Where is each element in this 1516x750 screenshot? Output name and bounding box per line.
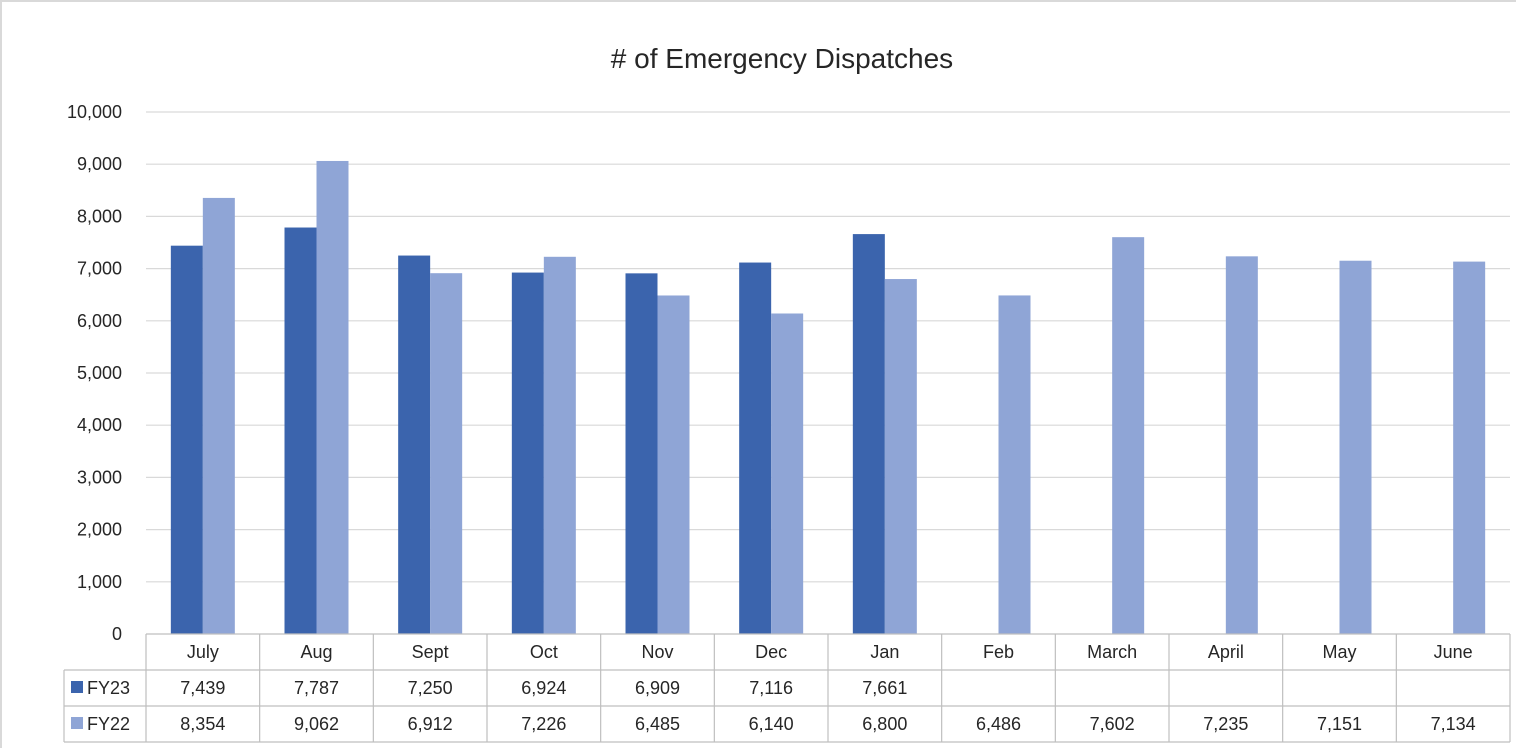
- data-label-fy23: 6,909: [635, 678, 680, 698]
- data-label-fy22: 6,485: [635, 714, 680, 734]
- bar-fy22-march: [1112, 237, 1145, 634]
- bar-fy22-jan: [884, 279, 917, 634]
- chart-title: # of Emergency Dispatches: [611, 43, 953, 74]
- data-label-fy22: 7,602: [1090, 714, 1135, 734]
- data-label-fy23: 7,661: [862, 678, 907, 698]
- x-category-label: Feb: [983, 642, 1014, 662]
- x-category-label: Sept: [412, 642, 449, 662]
- bar-fy22-nov: [657, 295, 690, 634]
- legend-key-fy23: [71, 681, 83, 693]
- bar-fy23-oct: [511, 272, 544, 634]
- bar-fy23-aug: [284, 227, 317, 634]
- x-category-label: July: [187, 642, 219, 662]
- bar-fy22-oct: [543, 256, 576, 634]
- data-label-fy22: 6,912: [408, 714, 453, 734]
- bar-fy23-jan: [852, 234, 885, 634]
- x-category-label: May: [1322, 642, 1356, 662]
- legend-key-fy22: [71, 717, 83, 729]
- y-tick-label: 3,000: [77, 467, 122, 487]
- bar-fy23-sept: [398, 255, 431, 635]
- y-tick-label: 6,000: [77, 311, 122, 331]
- data-label-fy23: 7,250: [408, 678, 453, 698]
- bar-fy22-may: [1339, 260, 1372, 634]
- data-label-fy22: 6,800: [862, 714, 907, 734]
- data-label-fy22: 6,140: [749, 714, 794, 734]
- legend-label-fy22: FY22: [87, 714, 130, 734]
- data-label-fy22: 7,134: [1431, 714, 1476, 734]
- data-label-fy22: 9,062: [294, 714, 339, 734]
- y-tick-label: 8,000: [77, 206, 122, 226]
- bar-fy22-sept: [430, 273, 463, 634]
- data-label-fy23: 7,439: [180, 678, 225, 698]
- bar-fy22-aug: [316, 160, 349, 634]
- y-tick-label: 5,000: [77, 363, 122, 383]
- data-label-fy22: 7,226: [521, 714, 566, 734]
- y-tick-label: 0: [112, 624, 122, 644]
- y-tick-label: 7,000: [77, 259, 122, 279]
- data-label-fy23: 7,787: [294, 678, 339, 698]
- x-category-label: Aug: [300, 642, 332, 662]
- x-category-label: April: [1208, 642, 1244, 662]
- x-category-label: March: [1087, 642, 1137, 662]
- data-label-fy22: 8,354: [180, 714, 225, 734]
- data-label-fy22: 7,151: [1317, 714, 1362, 734]
- x-category-label: Oct: [530, 642, 558, 662]
- y-tick-label: 2,000: [77, 520, 122, 540]
- x-category-label: Dec: [755, 642, 787, 662]
- y-tick-label: 4,000: [77, 415, 122, 435]
- bar-fy22-june: [1453, 261, 1486, 634]
- data-label-fy22: 7,235: [1203, 714, 1248, 734]
- y-tick-label: 10,000: [67, 102, 122, 122]
- bar-fy22-feb: [998, 295, 1031, 634]
- bar-fy22-dec: [771, 313, 804, 634]
- data-label-fy22: 6,486: [976, 714, 1021, 734]
- x-category-label: Nov: [641, 642, 673, 662]
- bar-fy23-july: [170, 245, 203, 634]
- bar-fy22-april: [1225, 256, 1258, 634]
- bar-fy22-july: [202, 197, 235, 634]
- legend-label-fy23: FY23: [87, 678, 130, 698]
- bar-fy23-nov: [625, 273, 658, 634]
- y-tick-label: 9,000: [77, 154, 122, 174]
- y-tick-label: 1,000: [77, 572, 122, 592]
- data-label-fy23: 7,116: [749, 678, 793, 698]
- bar-fy23-dec: [739, 262, 772, 634]
- x-category-label: June: [1434, 642, 1473, 662]
- data-label-fy23: 6,924: [521, 678, 566, 698]
- x-category-label: Jan: [870, 642, 899, 662]
